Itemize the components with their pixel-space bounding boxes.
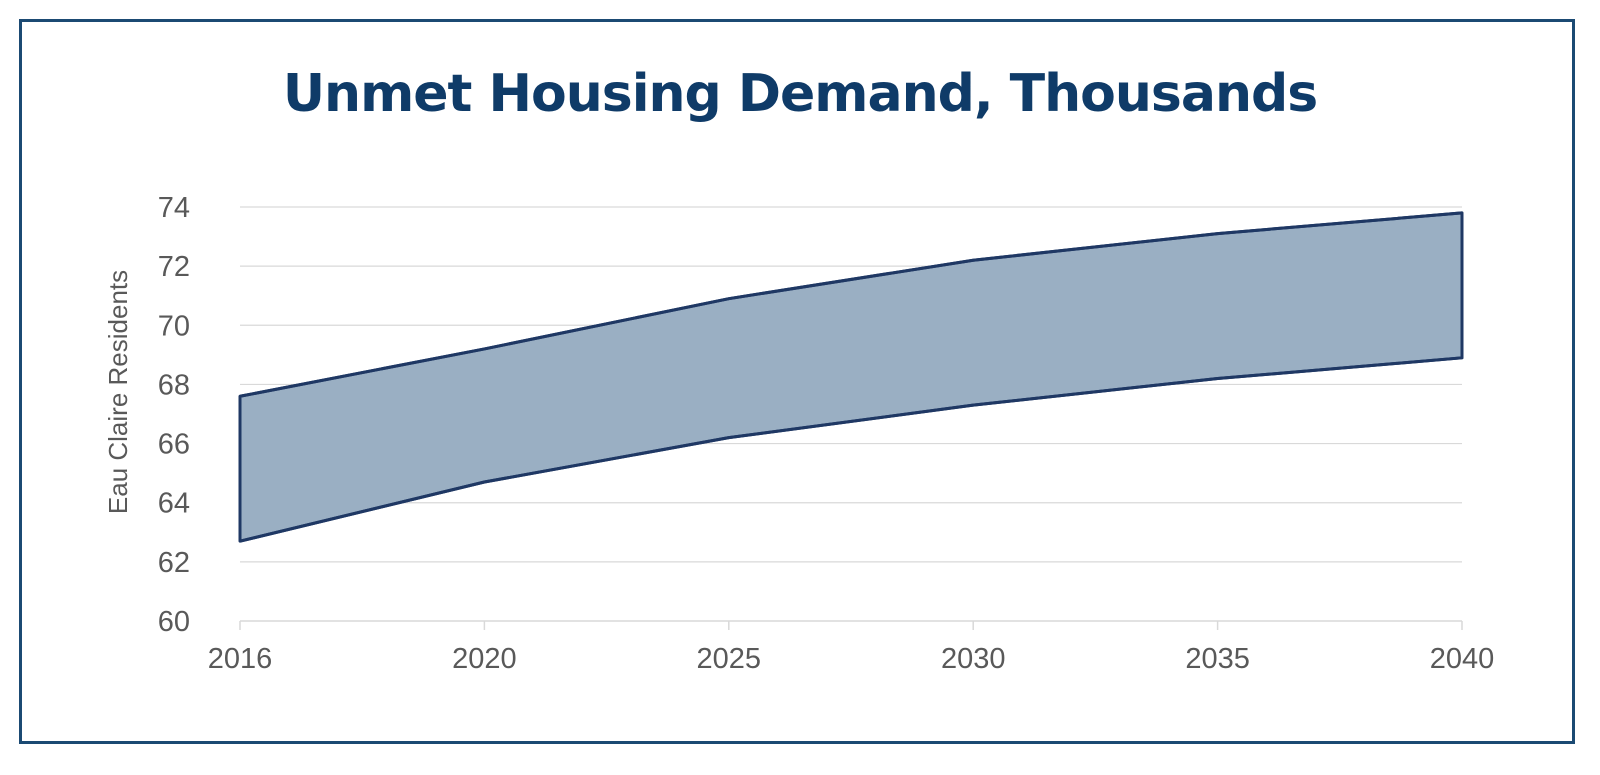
upper-series-line [239,211,1463,398]
band-area [238,211,1464,543]
chart-title: Unmet Housing Demand, Thousands [282,64,1318,124]
x-tick-label: 2030 [941,643,1006,675]
y-tick-label: 68 [158,369,190,401]
x-tick-label: 2040 [1430,643,1495,675]
x-axis-ticks: 2016 2020 2025 2030 2035 2040 [208,621,1495,675]
y-tick-label: 74 [158,192,190,224]
x-tick-label: 2025 [697,643,762,675]
y-tick-label: 70 [158,310,190,342]
y-tick-label: 60 [158,606,190,638]
y-axis-ticks: 60 62 64 66 68 70 72 74 [158,192,190,638]
y-tick-label: 62 [158,547,190,579]
y-axis-title: Eau Claire Residents [103,270,133,514]
x-tick-label: 2020 [452,643,517,675]
y-tick-label: 66 [158,429,190,461]
lower-series-line [239,356,1463,543]
x-tick-label: 2016 [208,643,273,675]
x-tick-label: 2035 [1185,643,1250,675]
y-tick-label: 64 [158,488,190,520]
y-tick-label: 72 [158,251,190,283]
band-fill [238,211,1464,543]
